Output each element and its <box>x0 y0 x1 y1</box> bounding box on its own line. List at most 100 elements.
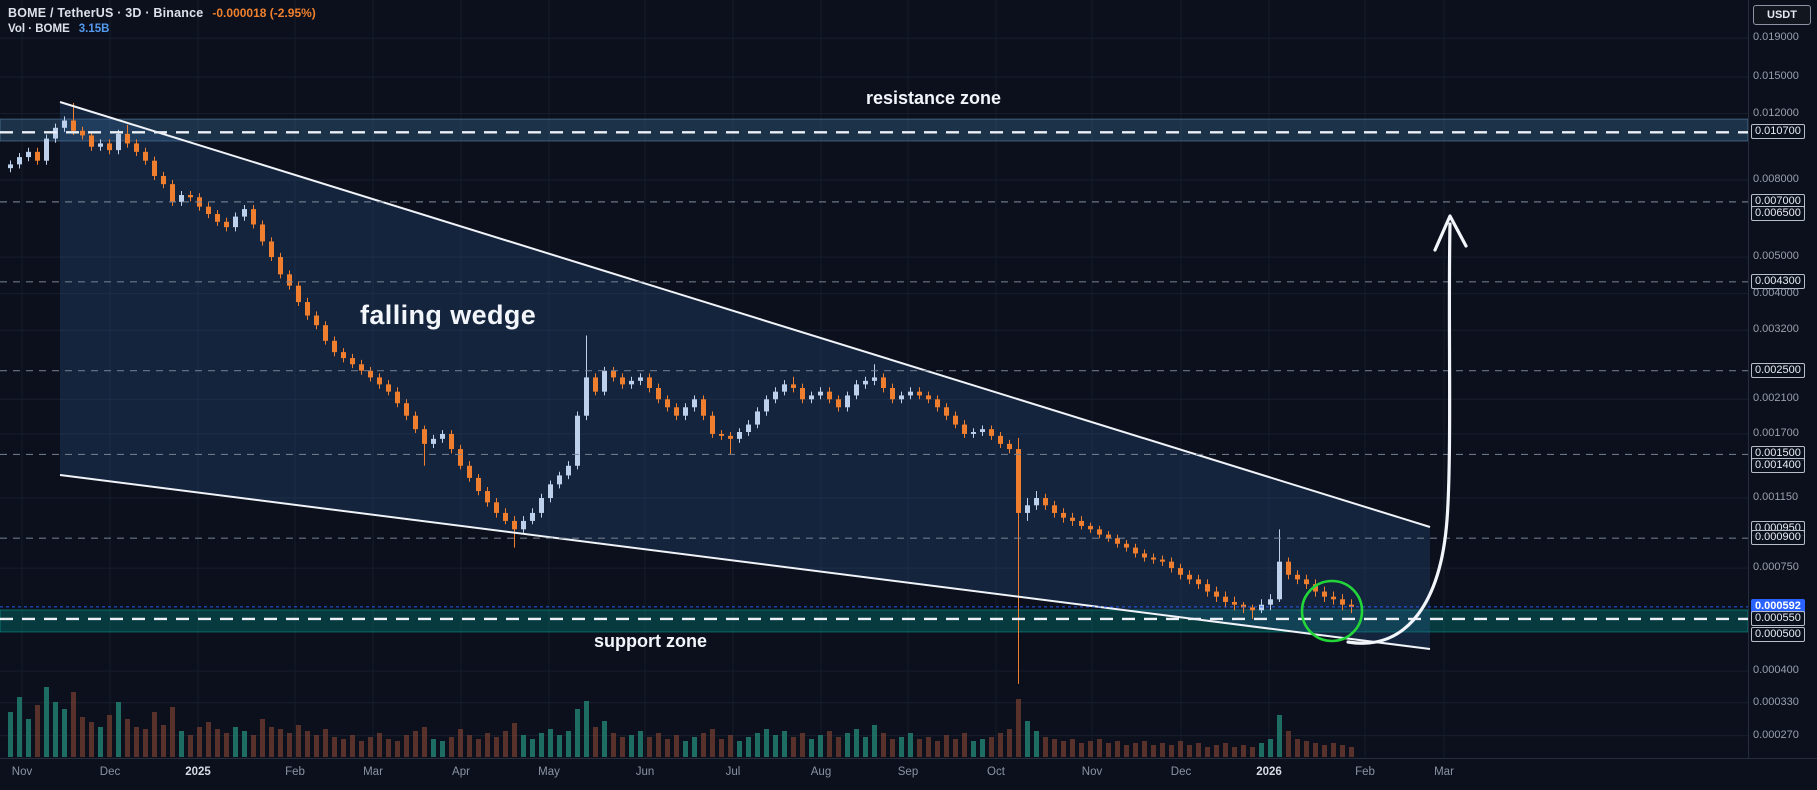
volume-bar <box>440 741 445 757</box>
volume-bar <box>44 687 49 757</box>
volume-bar <box>143 729 148 757</box>
time-axis-tick: Jul <box>725 766 741 778</box>
symbol-row: BOME / TetherUS · 3D · Binance -0.000018… <box>8 6 316 20</box>
volume-bar <box>566 731 571 757</box>
candle-body <box>1313 584 1318 592</box>
time-axis-tick: 2025 <box>185 766 211 778</box>
candle-body <box>1106 534 1111 539</box>
wedge-lower-line[interactable] <box>59 474 1431 650</box>
support-band[interactable] <box>0 609 1749 633</box>
candle-body <box>458 449 463 466</box>
time-axis-tick: Dec <box>1170 766 1192 778</box>
volume-bar <box>62 709 67 757</box>
volume-bar <box>431 739 436 757</box>
volume-bar <box>1043 737 1048 757</box>
volume-bar <box>1079 743 1084 757</box>
price-axis-label: 0.004000 <box>1753 286 1799 299</box>
candle-body <box>710 415 715 434</box>
candle-body <box>1169 561 1174 569</box>
candle-body <box>1115 538 1120 544</box>
currency-toggle-button[interactable]: USDT <box>1753 5 1811 25</box>
resistance-band[interactable] <box>0 118 1749 142</box>
volume-bar <box>1223 743 1228 757</box>
candle-body <box>827 391 832 400</box>
time-axis-tick: Mar <box>1434 766 1454 778</box>
candle-body <box>674 407 679 416</box>
candle-body <box>1196 579 1201 585</box>
volume-bar <box>1142 741 1147 757</box>
breakout-arrow[interactable] <box>1346 222 1452 645</box>
candle-body <box>116 133 121 151</box>
candle-body <box>251 209 256 225</box>
volume-bar <box>665 739 670 757</box>
candle-body <box>170 184 175 202</box>
price-axis-label: 0.001500 <box>1751 446 1805 462</box>
price-axis-label: 0.001700 <box>1753 426 1799 439</box>
support-zone-label: support zone <box>594 631 707 651</box>
candle-body <box>161 175 166 185</box>
price-axis-label: 0.000330 <box>1753 695 1799 708</box>
volume-bar <box>17 697 22 757</box>
volume-bar <box>764 729 769 757</box>
candle-body <box>494 502 499 513</box>
volume-bar <box>269 727 274 757</box>
candle-body <box>1304 579 1309 585</box>
volume-bar <box>710 729 715 757</box>
volume-bar <box>1295 739 1300 757</box>
volume-indicator-label[interactable]: Vol · BOME <box>8 23 70 35</box>
candle-body <box>890 387 895 400</box>
price-axis-label: 0.005000 <box>1753 250 1799 263</box>
volume-bar <box>899 737 904 757</box>
volume-bar <box>971 741 976 757</box>
candle-body <box>332 340 337 353</box>
volume-bar <box>206 722 211 757</box>
candle-body <box>1088 525 1093 530</box>
volume-bar <box>890 739 895 757</box>
falling-wedge-label: falling wedge <box>360 300 537 330</box>
volume-value: 3.15B <box>78 23 110 35</box>
candle-body <box>1340 599 1345 605</box>
candle-body <box>611 370 616 378</box>
volume-bar <box>800 733 805 757</box>
price-axis[interactable]: USDT 0.019000 0.015000 0.012000 0.010700 0.0… <box>1748 0 1817 758</box>
symbol-title[interactable]: BOME / TetherUS · 3D · Binance <box>8 6 204 20</box>
time-axis[interactable]: Nov Dec 2025 Feb Mar Apr May Jun Jul Aug Sep Oct Nov… <box>0 758 1817 790</box>
candle-body <box>557 475 562 485</box>
volume-bar <box>1232 747 1237 757</box>
highlight-circle[interactable] <box>1300 579 1364 643</box>
volume-bar <box>458 729 463 757</box>
candle-body <box>656 387 661 400</box>
volume-bar <box>170 707 175 757</box>
volume-bar <box>683 741 688 757</box>
volume-bar <box>1250 747 1255 757</box>
candle-body <box>971 432 976 434</box>
candle-body <box>341 352 346 359</box>
volume-bar <box>404 735 409 757</box>
candle-body <box>791 384 796 388</box>
price-axis-label: 0.004300 <box>1751 273 1805 289</box>
candle-body <box>359 364 364 371</box>
candle-body <box>215 214 220 222</box>
volume-bar <box>881 733 886 757</box>
volume-bar <box>1187 745 1192 757</box>
volume-bar <box>809 739 814 757</box>
candle-body <box>179 195 184 202</box>
candle-body <box>746 424 751 433</box>
volume-bar <box>26 719 31 757</box>
volume-bar <box>755 733 760 757</box>
breakout-arrow-head[interactable] <box>1433 214 1468 252</box>
volume-bar <box>1196 743 1201 757</box>
candle-body <box>854 384 859 396</box>
candle-body <box>377 377 382 385</box>
time-axis-tick: Feb <box>285 766 305 778</box>
candle-body <box>269 241 274 258</box>
volume-bar <box>1106 743 1111 757</box>
candle-body <box>296 285 301 303</box>
wedge-upper-line[interactable] <box>59 101 1431 528</box>
candle-body <box>413 415 418 430</box>
candle-body <box>1079 520 1084 526</box>
volume-bar <box>242 731 247 757</box>
candle-body <box>368 370 373 378</box>
wedge-fill[interactable] <box>60 102 1430 649</box>
